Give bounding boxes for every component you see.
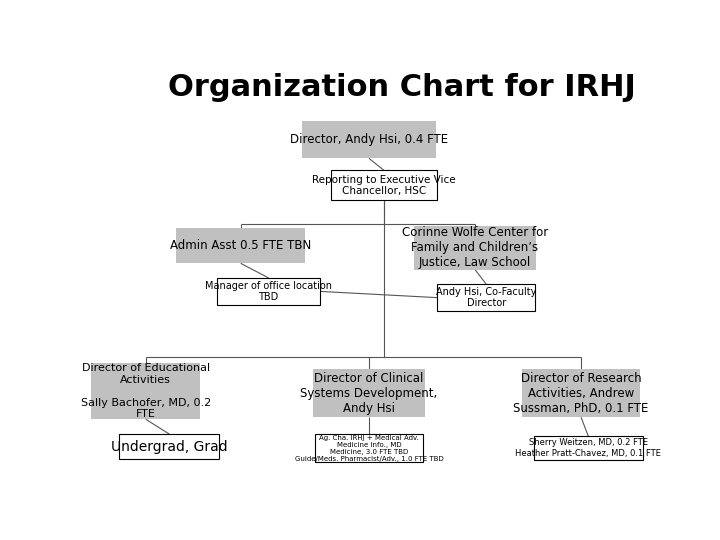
Bar [331, 171, 437, 200]
Text: Director of Research
Activities, Andrew
Sussman, PhD, 0.1 FTE: Director of Research Activities, Andrew … [513, 372, 649, 415]
Text: Director of Educational
Activities

Sally Bachofer, MD, 0.2
FTE: Director of Educational Activities Sally… [81, 363, 211, 420]
Bar [119, 434, 220, 459]
Text: Undergrad, Grad: Undergrad, Grad [111, 440, 228, 454]
Text: Director, Andy Hsi, 0.4 FTE: Director, Andy Hsi, 0.4 FTE [290, 133, 448, 146]
Text: Sherry Weitzen, MD, 0.2 FTE
Heather Pratt-Chavez, MD, 0.1 FTE: Sherry Weitzen, MD, 0.2 FTE Heather Prat… [516, 438, 661, 458]
Bar [413, 226, 536, 269]
Bar [313, 369, 425, 417]
Text: Manager of office location
TBD: Manager of office location TBD [205, 281, 332, 302]
Text: Admin Asst 0.5 FTE TBN: Admin Asst 0.5 FTE TBN [170, 239, 311, 252]
Bar [302, 121, 436, 158]
Text: Ag. Cha. IRHJ + Medical Adv.
Medicine Info., MD
Medicine, 3.0 FTE TBD
Guide/Meds: Ag. Cha. IRHJ + Medical Adv. Medicine In… [294, 435, 444, 462]
Bar [217, 278, 320, 305]
Text: Director of Clinical
Systems Development,
Andy Hsi: Director of Clinical Systems Development… [300, 372, 438, 415]
Text: Reporting to Executive Vice
Chancellor, HSC: Reporting to Executive Vice Chancellor, … [312, 174, 456, 196]
Text: Andy Hsi, Co-Faculty
Director: Andy Hsi, Co-Faculty Director [436, 287, 536, 308]
Bar [534, 436, 643, 460]
Bar [437, 284, 535, 311]
Bar [91, 363, 200, 419]
Bar [176, 228, 305, 264]
Text: Organization Chart for IRHJ: Organization Chart for IRHJ [168, 73, 636, 102]
Bar [523, 369, 639, 417]
Text: Corinne Wolfe Center for
Family and Children’s
Justice, Law School: Corinne Wolfe Center for Family and Chil… [402, 226, 548, 269]
Bar [315, 434, 423, 462]
